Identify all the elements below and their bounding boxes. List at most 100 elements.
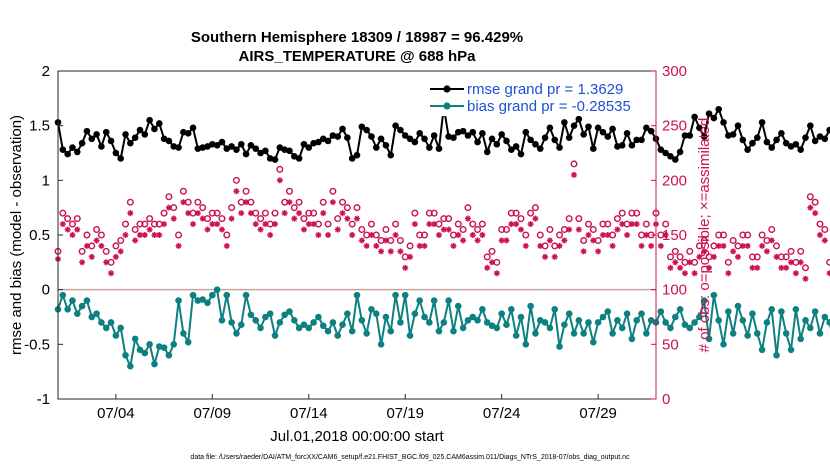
obs-assimilated-point <box>792 270 799 277</box>
bias-point <box>590 338 597 346</box>
obs-assimilated-point <box>551 253 558 260</box>
bias-point <box>623 310 631 318</box>
bias-point <box>363 330 370 337</box>
obs-possible-point <box>353 204 361 212</box>
bias-point <box>720 341 727 348</box>
rmse-point <box>643 124 650 132</box>
obs-possible-point <box>580 236 588 244</box>
obs-possible-point <box>117 236 125 244</box>
rmse-point <box>78 139 86 147</box>
bias-point <box>483 319 491 326</box>
bias-point <box>146 341 153 348</box>
obs-possible-point <box>319 198 327 206</box>
obs-assimilated-point <box>300 226 307 233</box>
rmse-point <box>744 146 751 154</box>
bias-point <box>382 313 390 321</box>
obs-possible-point <box>536 231 544 239</box>
bias-point <box>421 313 428 321</box>
obs-assimilated-point <box>657 242 664 249</box>
obs-possible-point <box>724 258 732 266</box>
bias-point <box>816 330 824 337</box>
obs-possible-point <box>758 231 766 239</box>
obs-assimilated-point <box>272 221 279 228</box>
rmse-point <box>802 134 809 141</box>
obs-assimilated-point <box>609 242 616 249</box>
bias-point <box>671 313 679 321</box>
bias-point <box>541 319 549 326</box>
rmse-point <box>339 125 346 133</box>
y-right-tick-label: 200 <box>662 172 687 189</box>
legend-box <box>426 76 654 116</box>
rmse-point <box>324 137 332 145</box>
rmse-point <box>681 132 689 139</box>
bias-point <box>358 316 366 324</box>
obs-possible-point <box>773 242 781 250</box>
rmse-point <box>696 124 703 132</box>
rmse-point <box>628 142 636 149</box>
bias-point <box>454 302 462 310</box>
rmse-point <box>609 125 616 133</box>
rmse-point <box>155 120 163 127</box>
bias-point <box>493 324 501 332</box>
obs-possible-point <box>416 231 424 239</box>
obs-possible-point <box>175 231 183 239</box>
bias-point <box>657 308 665 315</box>
rmse-point <box>469 128 477 136</box>
bias-point <box>782 330 790 337</box>
rmse-point <box>430 132 438 139</box>
bias-point <box>102 324 110 332</box>
obs-assimilated-point <box>305 221 312 228</box>
obs-possible-point <box>257 215 265 223</box>
obs-possible-point <box>782 253 790 261</box>
rmse-point <box>416 130 423 137</box>
bias-point <box>88 313 96 321</box>
bias-point <box>667 324 674 332</box>
bias-point <box>252 316 260 324</box>
obs-assimilated-point <box>464 215 471 222</box>
obs-possible-point <box>276 165 284 173</box>
rmse-point <box>474 138 481 146</box>
obs-assimilated-point <box>315 232 322 238</box>
rmse-point <box>334 133 342 140</box>
rmse-point <box>411 138 419 146</box>
bias-point <box>585 319 592 326</box>
bias-point <box>638 310 645 318</box>
obs-assimilated-point <box>513 221 520 228</box>
bias-point <box>329 319 337 326</box>
obs-assimilated-point <box>710 253 717 260</box>
rmse-point <box>69 144 76 151</box>
rmse-point <box>647 127 655 135</box>
obs-assimilated-point <box>175 242 182 249</box>
rmse-point <box>344 134 351 141</box>
rmse-point <box>252 145 260 152</box>
bias-point <box>633 316 641 324</box>
bias-point <box>594 319 602 326</box>
obs-possible-point <box>64 215 72 223</box>
chart-title-line-2: AIRS_TEMPERATURE @ 688 hPa <box>239 48 477 65</box>
obs-assimilated-point <box>98 242 105 249</box>
obs-assimilated-point <box>619 221 626 228</box>
obs-possible-point <box>787 247 795 255</box>
y-left-tick-label: 2 <box>42 63 50 80</box>
bias-point <box>73 310 81 318</box>
obs-assimilated-point <box>117 248 124 255</box>
obs-assimilated-point <box>151 232 158 238</box>
obs-assimilated-point <box>214 221 221 228</box>
rmse-point <box>483 148 491 156</box>
obs-assimilated-point <box>209 221 216 228</box>
obs-possible-point <box>425 209 433 217</box>
rmse-point <box>734 122 742 129</box>
rmse-point <box>773 136 780 144</box>
rmse-point <box>758 119 766 126</box>
obs-possible-point <box>324 220 332 228</box>
obs-assimilated-point <box>223 242 230 249</box>
bias-point <box>78 302 86 310</box>
obs-assimilated-point <box>797 259 804 266</box>
bias-point <box>387 327 395 335</box>
rmse-point <box>498 131 505 138</box>
obs-possible-point <box>565 215 573 223</box>
bias-point <box>397 319 404 326</box>
rmse-point <box>753 134 761 141</box>
rmse-point <box>107 137 115 145</box>
obs-assimilated-point <box>763 248 770 255</box>
